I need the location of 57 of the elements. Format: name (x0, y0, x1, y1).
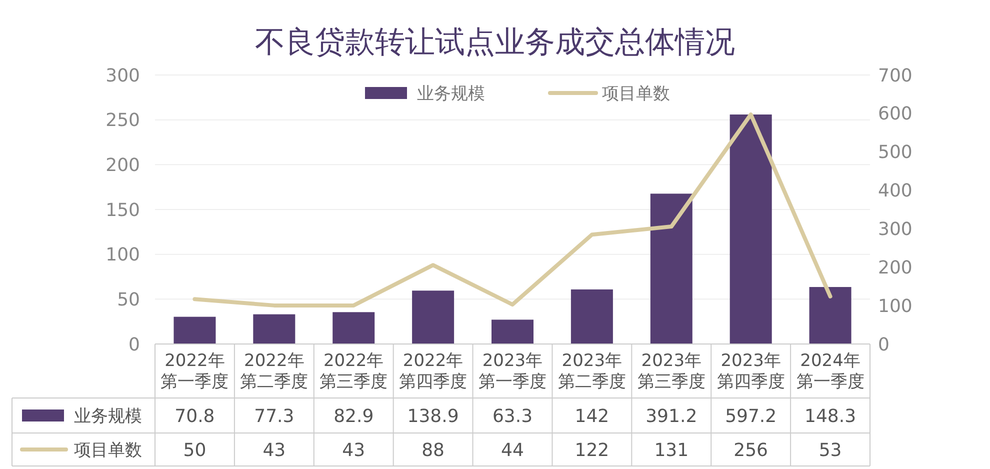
data-label: 70.8 (174, 406, 215, 427)
data-label: 391.2 (646, 406, 698, 427)
text: 项目单数 (74, 440, 142, 460)
x-tick-label: 2022年第二季度 (240, 351, 308, 392)
data-label: 88 (422, 440, 445, 461)
data-label: 50 (183, 440, 206, 461)
y-tick-label: 50 (117, 289, 140, 310)
data-label: 63.3 (492, 406, 533, 427)
bar (492, 320, 534, 344)
bar (253, 314, 296, 344)
x-tick-label: 2022年第四季度 (399, 351, 468, 392)
data-label: 148.3 (804, 406, 856, 427)
bar (332, 312, 375, 344)
y-tick-label: 100 (106, 244, 140, 266)
data-label: 256 (734, 440, 768, 461)
x-tick-label: 2024年第一季度 (796, 351, 864, 392)
x-tick-label: 2023年第二季度 (558, 351, 626, 392)
y-tick-label: 0 (128, 334, 140, 356)
y-tick-label: 300 (106, 65, 140, 86)
x-tick-label: 2022年第三季度 (320, 351, 388, 392)
y2-tick-label: 100 (878, 296, 912, 317)
y2-tick-label: 700 (878, 65, 912, 86)
bar (730, 114, 772, 344)
x-tick-label: 2023年第三季度 (637, 351, 706, 392)
y-tick-label: 150 (106, 200, 140, 221)
y2-tick-label: 300 (878, 219, 912, 240)
x-tick-label: 2023年第四季度 (716, 351, 785, 392)
data-label: 597.2 (725, 406, 777, 427)
y2-tick-label: 500 (878, 142, 912, 164)
y-tick-label: 200 (106, 154, 140, 176)
x-tick-label: 2022年第一季度 (160, 351, 229, 392)
data-label: 53 (818, 440, 842, 461)
bar (809, 287, 852, 344)
y2-tick-label: 200 (878, 257, 912, 278)
bar (174, 316, 216, 344)
data-label: 77.3 (254, 406, 294, 427)
data-label: 82.9 (334, 406, 374, 427)
data-label: 44 (501, 440, 524, 461)
data-label: 43 (262, 440, 286, 461)
data-label: 142 (574, 406, 610, 427)
data-label: 43 (342, 440, 366, 461)
data-label: 131 (654, 440, 689, 461)
data-label: 138.9 (407, 406, 459, 427)
chart-title: 不良贷款转让试点业务成交总体情况 (255, 25, 735, 60)
data-label: 122 (574, 440, 610, 461)
bar (570, 289, 613, 344)
y2-tick-label: 400 (878, 180, 912, 202)
y-tick-label: 250 (106, 110, 140, 132)
y2-tick-label: 0 (878, 334, 890, 356)
bar (412, 290, 454, 344)
x-tick-label: 2023年第一季度 (478, 351, 546, 392)
line-series (192, 112, 832, 308)
legend-label: 业务规模 (417, 84, 485, 104)
legend-label: 项目单数 (602, 84, 670, 104)
bar (650, 194, 692, 344)
y2-tick-label: 600 (878, 104, 912, 125)
text: 业务规模 (74, 406, 142, 426)
